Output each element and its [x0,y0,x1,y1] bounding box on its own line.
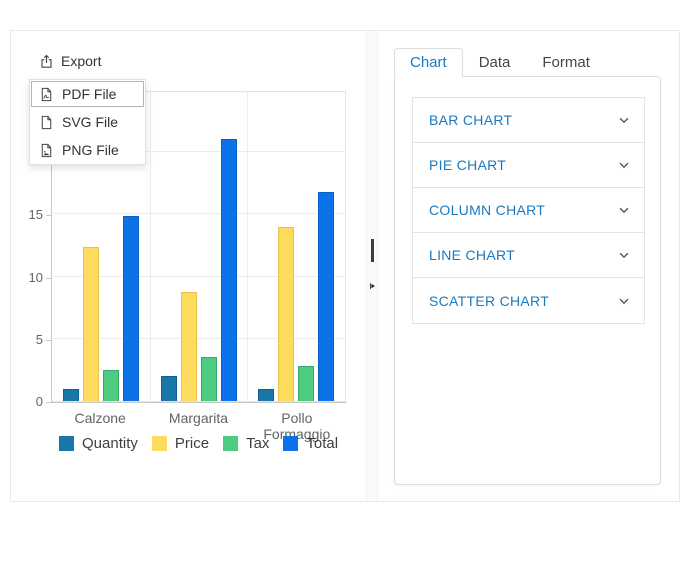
accordion-item-label: SCATTER CHART [429,292,550,309]
menu-item-label: PDF File [62,86,117,102]
menu-item-svg-file[interactable]: SVG File [30,108,145,136]
y-tick-mark [46,339,51,341]
accordion-item-label: LINE CHART [429,247,515,263]
bar-margarita-price [180,291,197,401]
legend-label: Tax [246,435,270,452]
accordion-item-line-chart[interactable]: LINE CHART [413,233,644,278]
category-group-margarita [150,92,248,401]
accordion-item-label: BAR CHART [429,112,513,128]
bar-margarita-total [220,138,237,401]
svg-file-icon [41,115,52,129]
accordion-item-column-chart[interactable]: COLUMN CHART [413,188,644,233]
accordion-item-pie-chart[interactable]: PIE CHART [413,143,644,188]
bar-margarita-tax [200,357,217,401]
chevron-down-icon [619,162,629,169]
tab-format[interactable]: Format [542,54,590,71]
chart-legend: Quantity Price Tax Total [59,435,338,452]
gridline-horizontal [52,337,345,339]
tab-bar: Chart Data Format [394,48,606,77]
y-tick-mark [46,402,51,403]
y-tick-mark [46,215,51,217]
menu-item-label: SVG File [62,114,119,130]
y-axis-line [51,91,52,403]
y-axis-label: 5 [35,331,43,347]
chart-pane: 0 5 10 15 Calzone Margarita Pollo Formaggio Qua… [11,31,366,501]
accordion-item-label: PIE CHART [429,157,507,173]
tab-chart[interactable]: Chart [394,48,463,77]
menu-item-pdf-file[interactable]: PDF File [30,80,145,108]
accordion-item-scatter-chart[interactable]: SCATTER CHART [413,278,644,323]
bar-pollo-formaggio-quantity [258,388,275,401]
bar-chart: 0 5 10 15 Calzone Margarita Pollo Formaggio Qua… [11,31,366,501]
legend-swatch-quantity [59,436,74,451]
gridline-vertical [247,92,249,401]
bars-row [52,92,345,401]
y-axis-label: 10 [28,269,43,285]
bar-calzone-price [82,246,99,401]
accordion-item-label: COLUMN CHART [429,202,546,218]
bar-calzone-quantity [62,388,79,401]
legend-label: Price [174,435,210,452]
export-icon [39,54,54,69]
settings-pane: Chart Data Format BAR CHART PIE CHART COLUMN… [378,31,679,501]
gridline-vertical [149,92,151,401]
gridline-horizontal [52,151,345,153]
y-axis-label: 15 [28,207,43,223]
x-axis-label: Pollo Formaggio [263,410,331,442]
export-icon [41,54,52,68]
y-axis-label: 0 [35,394,43,409]
x-axis-label: Calzone [74,410,126,426]
chevron-down-icon [619,207,629,214]
x-axis-label: Margarita [168,410,229,426]
collapse-arrow-glyph [370,283,375,289]
plot-area [51,91,346,402]
legend-swatch-total [283,436,299,451]
bar-pollo-formaggio-price [278,226,295,401]
tab-content-card: BAR CHART PIE CHART COLUMN CHART LINE CHART… [394,76,661,485]
legend-swatch-tax [223,436,239,451]
pdf-file-icon [41,87,52,101]
export-button[interactable]: Export [39,53,101,69]
chart-type-accordion: BAR CHART PIE CHART COLUMN CHART LINE CHART… [412,97,645,324]
chevron-down-icon [619,252,629,259]
category-group-pollo-formaggio [247,92,345,401]
category-group-calzone [52,92,150,401]
menu-item-label: PNG File [62,142,119,158]
splitter-handle[interactable] [371,239,374,262]
legend-item-total[interactable]: Total [283,435,338,452]
png-file-icon [41,143,52,157]
legend-item-tax[interactable]: Tax [223,435,269,452]
export-label: Export [61,53,102,69]
collapse-arrow-icon[interactable] [368,278,378,296]
legend-swatch-price [151,436,167,451]
legend-item-quantity[interactable]: Quantity [59,435,138,452]
bar-calzone-tax [102,369,119,401]
legend-label: Total [306,435,339,452]
chevron-down-icon [619,117,629,124]
x-axis-line [51,402,347,403]
bar-pollo-formaggio-total [318,192,335,401]
bar-calzone-total [122,215,139,401]
legend-item-price[interactable]: Price [151,435,210,452]
app-window: 0 5 10 15 Calzone Margarita Pollo Formaggio Qua… [10,30,680,502]
gridline-horizontal [52,275,345,277]
bar-pollo-formaggio-tax [298,366,315,401]
legend-label: Quantity [82,435,138,452]
accordion-item-bar-chart[interactable]: BAR CHART [413,98,644,143]
export-menu: PDF File SVG File PNG File [29,79,146,165]
panel-splitter[interactable] [366,31,378,501]
gridline-horizontal [52,213,345,215]
y-tick-mark [46,277,51,279]
tab-data[interactable]: Data [478,54,511,71]
chevron-down-icon [619,298,629,304]
bar-margarita-quantity [160,376,177,401]
menu-item-png-file[interactable]: PNG File [30,136,145,164]
